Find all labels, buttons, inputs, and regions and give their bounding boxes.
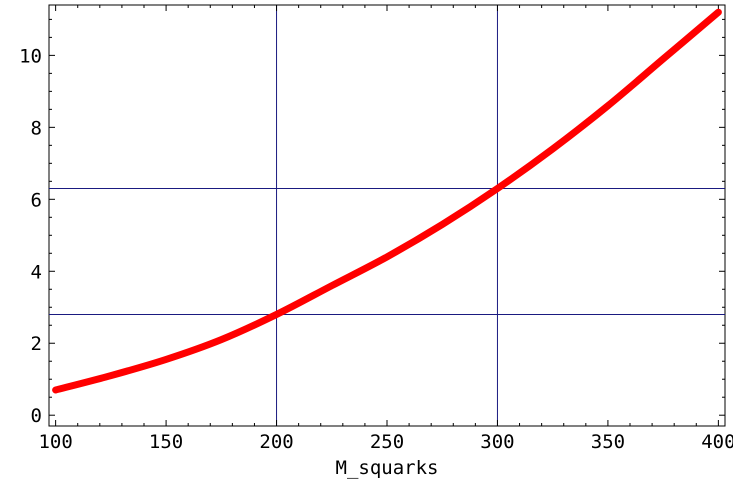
x-tick-label: 350 <box>591 431 625 453</box>
series-line-1 <box>52 8 722 394</box>
x-tick-label: 250 <box>370 431 404 453</box>
x-tick-label: 400 <box>701 431 733 453</box>
x-tick-labels: 100 150 200 250 300 350 400 <box>38 431 733 453</box>
y-tick-labels: 0 2 4 6 8 10 <box>19 45 42 427</box>
reference-lines <box>49 5 725 426</box>
y-tick-label: 4 <box>31 261 42 283</box>
x-tick-label: 300 <box>480 431 514 453</box>
y-tick-label: 10 <box>19 45 42 67</box>
y-tick-label: 6 <box>31 189 42 211</box>
x-tick-label: 100 <box>38 431 72 453</box>
x-tick-label: 200 <box>259 431 293 453</box>
axis-ticks <box>49 5 725 426</box>
y-tick-label: 2 <box>31 333 42 355</box>
y-tick-label: 8 <box>31 117 42 139</box>
x-axis-title: M_squarks <box>336 457 439 479</box>
series-group <box>52 8 722 394</box>
y-tick-label: 0 <box>31 405 42 427</box>
x-tick-label: 150 <box>149 431 183 453</box>
